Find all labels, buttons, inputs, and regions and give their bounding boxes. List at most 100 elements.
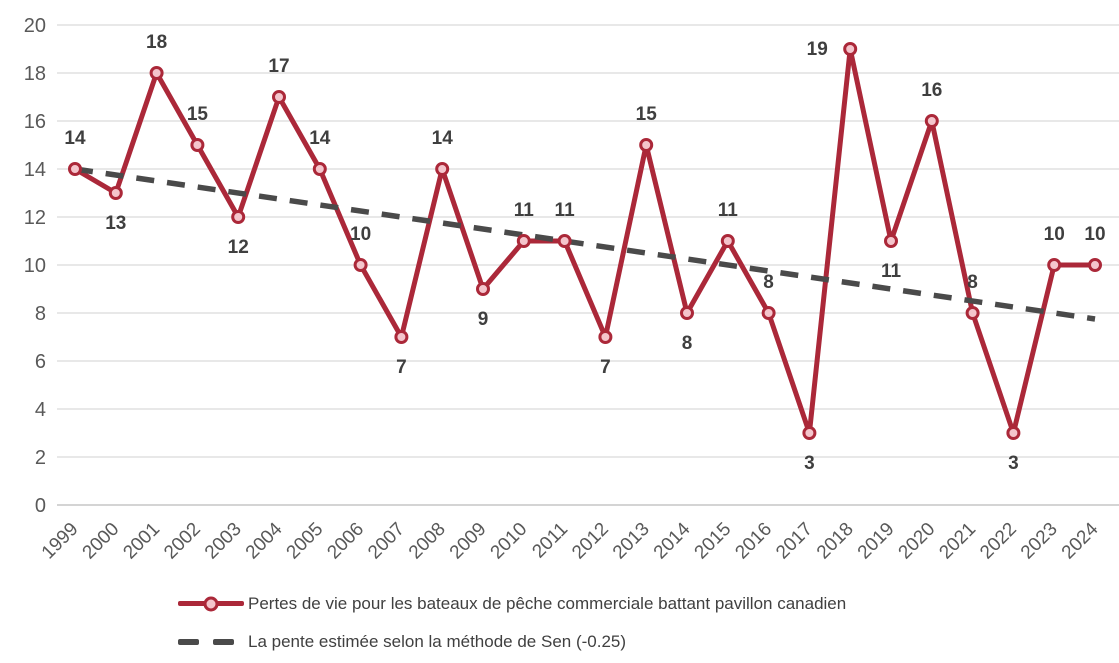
data-point [190, 138, 205, 152]
data-label: 7 [600, 357, 611, 378]
y-axis-tick-label: 16 [24, 111, 46, 133]
x-axis-tick-label: 2001 [119, 519, 164, 564]
y-axis-tick-label: 6 [35, 351, 46, 373]
data-label: 14 [309, 128, 331, 149]
data-point [108, 186, 123, 200]
data-label: 15 [636, 104, 658, 125]
x-axis-tick-label: 2024 [1058, 518, 1103, 563]
data-point [557, 234, 572, 248]
data-point [312, 162, 327, 176]
data-point [435, 162, 450, 176]
data-label: 8 [967, 272, 978, 293]
data-point [680, 306, 694, 320]
data-label: 17 [268, 56, 289, 77]
x-axis-tick-label: 2011 [528, 519, 572, 563]
x-axis-tick-label: 2008 [405, 519, 450, 564]
dash-icon [213, 638, 234, 645]
x-axis-tick-label: 2017 [772, 519, 817, 564]
legend-label-series: Pertes de vie pour les bateaux de pêche … [248, 593, 847, 613]
data-label: 3 [1008, 453, 1019, 474]
data-point [598, 330, 613, 344]
y-axis-tick-label: 2 [35, 447, 46, 469]
legend-label-trend: La pente estimée selon la méthode de Sen… [248, 631, 627, 651]
data-point [149, 66, 164, 80]
trend-dash-swatch-icon [178, 638, 240, 645]
y-axis-tick-label: 12 [24, 207, 46, 229]
x-axis-tick-label: 2012 [568, 519, 613, 564]
series-line [72, 46, 1098, 436]
data-point [639, 138, 654, 152]
data-point [843, 42, 858, 56]
x-axis-tick-label: 2006 [323, 519, 368, 564]
data-point [1088, 258, 1102, 272]
series-marker-icon [203, 596, 219, 611]
x-axis-tick-label: 2022 [976, 519, 1021, 564]
data-point [272, 90, 286, 104]
x-axis-tick-label: 2013 [609, 519, 654, 564]
data-label: 14 [64, 128, 86, 149]
y-axis-tick-label: 0 [35, 495, 46, 517]
data-label: 11 [718, 200, 739, 221]
data-label: 7 [396, 357, 407, 378]
data-label: 15 [187, 104, 209, 125]
x-axis-tick-label: 2005 [283, 519, 328, 564]
dash-icon [178, 638, 199, 645]
x-axis-tick-label: 2019 [854, 519, 899, 564]
data-label: 10 [350, 224, 371, 245]
data-label: 3 [804, 453, 815, 474]
data-point [802, 426, 817, 440]
x-axis-tick-label: 2016 [731, 519, 776, 564]
data-label: 9 [478, 309, 489, 330]
x-axis-tick-label: 2004 [242, 518, 287, 563]
data-point [516, 234, 531, 248]
y-axis-tick-label: 14 [24, 159, 46, 181]
data-label: 10 [1084, 224, 1105, 245]
x-axis-tick-label: 2000 [79, 519, 124, 564]
data-label: 13 [105, 213, 126, 234]
legend: Pertes de vie pour les bateaux de pêche … [178, 588, 846, 657]
x-axis-tick-label: 2009 [446, 519, 491, 564]
x-axis-tick-label: 2002 [160, 519, 205, 564]
data-point [476, 282, 490, 296]
data-point [1006, 426, 1021, 440]
data-label: 19 [807, 39, 828, 60]
data-point [68, 162, 82, 176]
y-axis-tick-label: 18 [24, 63, 46, 85]
x-axis-tick-label: 2010 [487, 519, 532, 564]
data-point [924, 114, 939, 128]
y-axis-tick-label: 10 [24, 255, 46, 277]
data-point [761, 306, 776, 320]
data-label: 8 [682, 333, 693, 354]
x-axis-tick-label: 2003 [201, 519, 246, 564]
data-label: 10 [1044, 224, 1065, 245]
legend-item-trend: La pente estimée selon la méthode de Sen… [178, 626, 846, 657]
x-axis-tick-label: 2015 [691, 519, 736, 564]
x-axis-tick-label: 2014 [650, 518, 695, 563]
legend-item-series: Pertes de vie pour les bateaux de pêche … [178, 588, 846, 619]
series-line-swatch-icon [178, 596, 244, 611]
data-label: 11 [555, 200, 576, 221]
data-point [394, 330, 409, 344]
x-axis-tick-label: 2020 [895, 519, 940, 564]
data-label: 12 [228, 237, 249, 258]
data-point [231, 210, 246, 224]
x-axis-tick-label: 2021 [935, 519, 980, 564]
data-label: 8 [763, 272, 774, 293]
data-point [884, 234, 898, 248]
data-label: 11 [881, 261, 902, 282]
data-label: 16 [921, 80, 942, 101]
x-axis-tick-label: 2007 [364, 519, 409, 564]
data-point [965, 306, 980, 320]
data-point [1047, 258, 1062, 272]
data-point [353, 258, 368, 272]
trend-line [74, 166, 1096, 322]
data-label: 18 [146, 32, 167, 53]
y-axis-tick-label: 20 [24, 15, 46, 37]
data-point [720, 234, 735, 248]
y-axis-tick-label: 8 [35, 303, 46, 325]
data-label: 11 [514, 200, 535, 221]
x-axis-tick-label: 2023 [1017, 519, 1062, 564]
x-axis-tick-label: 2018 [813, 519, 858, 564]
